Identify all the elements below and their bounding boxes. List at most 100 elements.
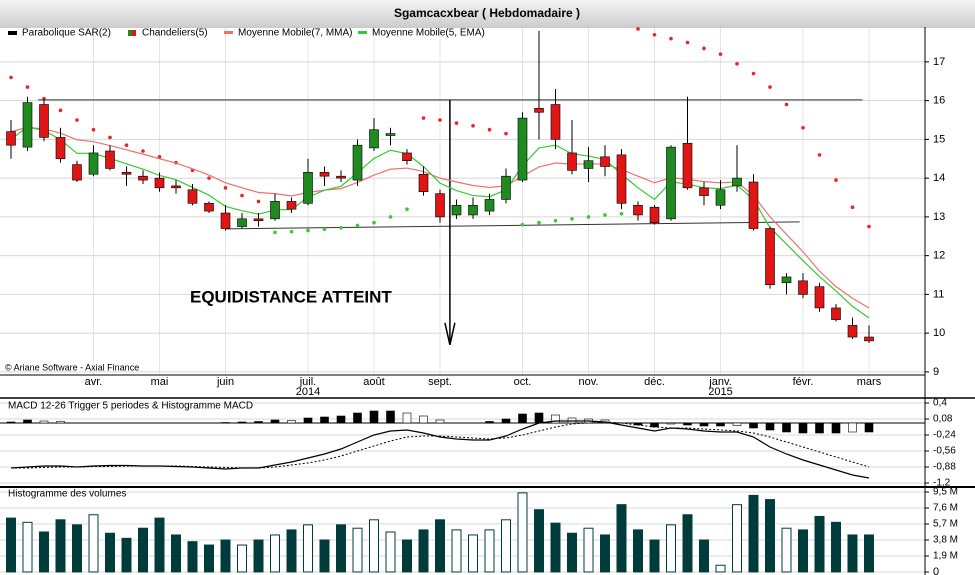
- histogram-bar: [798, 422, 808, 434]
- macd-line: [11, 421, 870, 469]
- candle-body: [418, 173, 429, 192]
- candle-body: [699, 187, 709, 196]
- plots: avr. mai juin juil. août sept. oct. nov. déc. jan…: [0, 26, 975, 575]
- y-tick-label: 13: [933, 211, 945, 223]
- candle-body: [847, 325, 858, 338]
- sar-dot: [652, 32, 657, 37]
- histogram-bar: [551, 414, 560, 424]
- candle-body: [451, 204, 462, 216]
- macd-line: [10, 420, 870, 479]
- volume-bar: [138, 527, 148, 573]
- volume-bar: [781, 527, 792, 573]
- candle-body: [138, 175, 148, 181]
- candle-body: [781, 276, 792, 284]
- x-tick-label: mai: [151, 376, 169, 388]
- y-tick-label: 17: [933, 56, 945, 68]
- sar-dot: [718, 52, 723, 56]
- volume-bar: [237, 544, 247, 573]
- histogram-bar: [56, 421, 65, 424]
- y-tick-label: 11: [933, 288, 944, 300]
- candle-body: [369, 129, 379, 149]
- volume-bar: [187, 541, 198, 573]
- volume-bar: [435, 519, 445, 573]
- volume-bar: [567, 532, 577, 573]
- sar-dot: [504, 131, 508, 136]
- arrow-head: [444, 322, 456, 345]
- candle-body: [765, 228, 775, 286]
- volume-bar: [748, 494, 759, 573]
- histogram-bar: [699, 422, 709, 427]
- y-tick-label: 0,08: [933, 414, 953, 425]
- y-tick-label: -0,24: [933, 430, 956, 441]
- sar-dot: [91, 127, 96, 132]
- sar-dot: [75, 118, 79, 122]
- sar-dot: [372, 220, 376, 225]
- histogram-bar: [732, 422, 742, 426]
- y-tick-label: 0,4: [933, 398, 947, 409]
- candle-body: [88, 152, 99, 175]
- sar-dot: [405, 207, 409, 211]
- volume-bar: [616, 504, 627, 573]
- candle-body: [286, 201, 297, 210]
- histogram-bar: [864, 422, 874, 433]
- volume-bar: [286, 529, 297, 573]
- sar-dot: [751, 71, 756, 76]
- candle-body: [435, 193, 445, 218]
- x-tick-label: août: [363, 376, 384, 388]
- histogram-bar: [419, 415, 428, 424]
- x-tick-label: sept.: [428, 376, 452, 388]
- candle-body: [22, 102, 33, 148]
- histogram-bar: [683, 422, 692, 426]
- candle-body: [583, 160, 594, 169]
- x-tick-label: avr.: [85, 376, 103, 388]
- x-tick-label: nov.: [579, 376, 599, 388]
- histogram-bar: [336, 415, 346, 424]
- volume-bar: [798, 529, 808, 573]
- y-tick-label: 9,5 M: [933, 487, 958, 498]
- volume-bar: [55, 519, 66, 573]
- y-tick-label: 15: [933, 133, 945, 145]
- sar-dot: [339, 225, 343, 230]
- volume-bar: [600, 534, 610, 573]
- volume-bar: [814, 515, 825, 573]
- sar-dot: [487, 127, 492, 132]
- volume-bar: [468, 534, 478, 573]
- candle-body: [352, 144, 363, 181]
- candle-body: [649, 206, 660, 224]
- volume-bar: [534, 509, 544, 573]
- y-tick-label: 16: [933, 95, 945, 107]
- histogram-bar: [848, 422, 857, 433]
- candle-body: [319, 172, 330, 177]
- sar-dot: [157, 155, 162, 159]
- candle-body: [105, 150, 115, 169]
- x-tick-label: déc.: [644, 376, 665, 388]
- sar-dot: [9, 75, 13, 80]
- volume-bar: [666, 524, 676, 573]
- volume-bar: [72, 524, 82, 573]
- candle-body: [55, 137, 66, 160]
- title-bar: [0, 0, 975, 26]
- volume-bar: [253, 539, 264, 573]
- volume-bar: [121, 537, 132, 573]
- histogram-bar: [815, 422, 824, 434]
- candle-body: [748, 181, 759, 229]
- sar-dot: [801, 125, 805, 130]
- volume-bar: [6, 517, 16, 573]
- sar-dot: [520, 222, 525, 227]
- sar-dot: [537, 220, 541, 225]
- volume-bar: [682, 514, 693, 573]
- sar-dot: [685, 40, 690, 45]
- sar-dot: [124, 143, 129, 147]
- volume-bar: [501, 519, 511, 573]
- sar-dot: [322, 227, 327, 232]
- histogram-bar: [270, 419, 280, 424]
- candle-body: [121, 172, 132, 175]
- copyright: © Ariane Software - Axial Finance: [5, 362, 139, 372]
- candle-body: [237, 218, 247, 227]
- histogram-bar: [435, 419, 445, 424]
- volume-bar: [715, 564, 726, 573]
- x-tick-label: févr.: [793, 376, 814, 388]
- sar-dot: [603, 213, 607, 217]
- sar-dot: [586, 215, 591, 219]
